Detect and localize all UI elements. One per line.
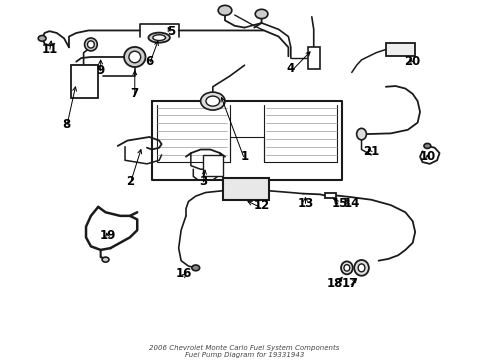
Circle shape: [38, 36, 46, 41]
Text: 1: 1: [240, 150, 248, 163]
Ellipse shape: [153, 35, 165, 41]
Text: 21: 21: [363, 145, 379, 158]
Bar: [203, 155, 222, 176]
Text: 2: 2: [125, 175, 134, 188]
Ellipse shape: [148, 33, 169, 42]
Bar: [307, 47, 320, 69]
Text: 4: 4: [286, 62, 294, 75]
Circle shape: [102, 257, 109, 262]
Text: 12: 12: [253, 199, 269, 212]
Text: 18: 18: [326, 278, 342, 291]
Text: 15: 15: [331, 197, 347, 210]
Ellipse shape: [124, 47, 145, 67]
Ellipse shape: [84, 38, 97, 51]
Ellipse shape: [340, 261, 352, 274]
Ellipse shape: [357, 264, 364, 272]
Text: 6: 6: [145, 55, 153, 68]
Circle shape: [191, 265, 199, 271]
Text: 7: 7: [130, 87, 139, 100]
Ellipse shape: [353, 260, 368, 276]
Text: 9: 9: [96, 64, 104, 77]
Text: 13: 13: [297, 197, 313, 210]
Bar: [71, 65, 98, 98]
Text: 20: 20: [404, 55, 420, 68]
Text: 10: 10: [418, 150, 435, 163]
Circle shape: [205, 96, 219, 106]
Ellipse shape: [87, 41, 94, 48]
Ellipse shape: [129, 51, 141, 63]
Text: 3: 3: [199, 175, 207, 188]
Text: 17: 17: [341, 278, 357, 291]
Text: 19: 19: [100, 229, 116, 242]
Text: 14: 14: [343, 197, 359, 210]
Circle shape: [218, 5, 231, 15]
Bar: [325, 193, 335, 198]
Circle shape: [255, 9, 267, 19]
Text: 8: 8: [62, 118, 70, 131]
Text: 2006 Chevrolet Monte Carlo Fuel System Components
Fuel Pump Diagram for 19331943: 2006 Chevrolet Monte Carlo Fuel System C…: [149, 345, 339, 357]
Ellipse shape: [343, 265, 349, 271]
Ellipse shape: [356, 129, 366, 140]
Circle shape: [200, 92, 224, 110]
Circle shape: [423, 143, 430, 148]
Text: 11: 11: [41, 42, 58, 55]
Bar: [385, 42, 414, 56]
Text: 5: 5: [167, 25, 175, 38]
Text: 16: 16: [175, 267, 191, 280]
Bar: [222, 178, 268, 200]
